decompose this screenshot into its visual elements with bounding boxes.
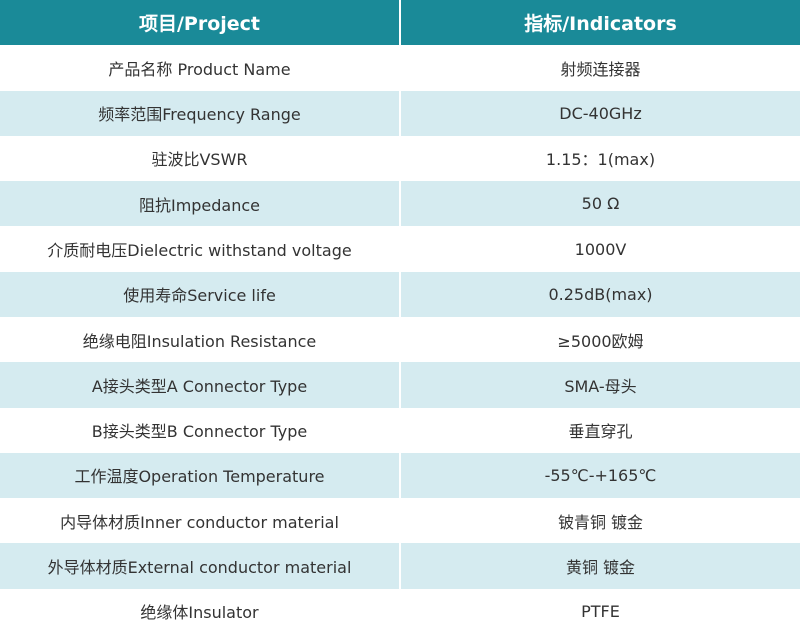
value-cell: SMA-母头 [399,362,800,408]
label-cell: 阻抗Impedance [138,195,261,215]
table-row: 绝缘体Insulator PTFE [0,588,800,634]
table-row: 介质耐电压Dielectric withstand voltage 1000V [0,226,800,272]
table-row: 使用寿命Service life 0.25dB(max) [0,271,800,317]
value-cell: 黄铜 镀金 [399,543,800,589]
value-cell: -55℃-+165℃ [399,452,800,499]
table-row: 内导体材质Inner conductor material 铍青铜 镀金 [0,498,800,544]
label-cell: 驻波比VSWR [151,150,248,170]
label-cell: 产品名称 Product Name [108,59,291,79]
label-cell: 绝缘电阻Insulation Resistance [82,331,317,351]
header-cell: 指标/Indicators [399,0,800,46]
value-cell: 射频连接器 [399,45,800,91]
table-row: 频率范围Frequency Range DC-40GHz [0,90,800,136]
table-row: 阻抗Impedance 50 Ω [0,181,800,227]
label-cell: 绝缘体Insulator [140,603,259,623]
label-cell: B接头类型B Connector Type [91,422,308,442]
value-cell: 垂直穿孔 [399,407,800,453]
label-cell: 使用寿命Service life [123,286,276,306]
header-row: 项目/Project 指标/Indicators [0,0,800,46]
value-cell: 1.15：1(max) [399,135,800,182]
value-cell: DC-40GHz [399,90,800,136]
table-row: A接头类型A Connector Type SMA-母头 [0,362,800,408]
value-cell: PTFE [399,588,800,634]
label-cell: 内导体材质Inner conductor material [60,512,339,532]
label-cell: 工作温度Operation Temperature [74,467,325,487]
table-row: 驻波比VSWR 1.15：1(max) [0,135,800,182]
label-cell: 频率范围Frequency Range [98,105,301,125]
label-cell: A接头类型A Connector Type [91,376,308,396]
table-row: 绝缘电阻Insulation Resistance ≥5000欧姆 [0,316,800,363]
label-cell: 介质耐电压Dielectric withstand voltage [47,241,352,261]
value-cell: 0.25dB(max) [399,271,800,317]
value-cell: 50 Ω [399,181,800,227]
table-row: B接头类型B Connector Type 垂直穿孔 [0,407,800,453]
label-cell: 外导体材质External conductor material [47,558,352,578]
value-cell: 铍青铜 镀金 [399,498,800,544]
table-row: 外导体材质External conductor material 黄铜 镀金 [0,543,800,589]
value-cell: 1000V [399,226,800,272]
table-row: 产品名称 Product Name 射频连接器 [0,45,800,91]
value-cell: ≥5000欧姆 [399,316,800,363]
table-row: 工作温度Operation Temperature -55℃-+165℃ [0,452,800,499]
header-cell: 项目/Project [138,13,261,36]
